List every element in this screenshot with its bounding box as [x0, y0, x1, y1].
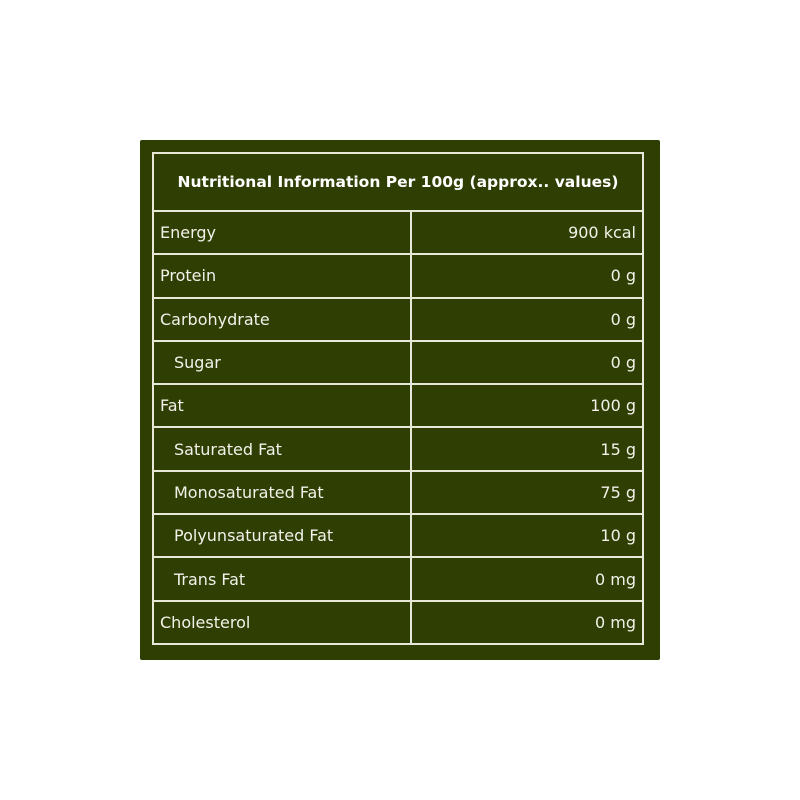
- table-row: Carbohydrate 0 g: [154, 298, 642, 342]
- nutrient-value: 0 g: [610, 309, 636, 329]
- nutrient-value: 0 g: [610, 353, 636, 373]
- nutrient-name: Trans Fat: [154, 558, 412, 600]
- nutrient-value: 900 kcal: [568, 223, 636, 243]
- nutrient-value: 15 g: [600, 439, 636, 459]
- table-row: Cholesterol 0 mg: [154, 601, 642, 643]
- nutrient-name: Polyunsaturated Fat: [154, 515, 412, 557]
- nutrient-name: Sugar: [154, 341, 412, 384]
- table-row: Energy 900 kcal: [154, 212, 642, 256]
- nutrient-name: Monosaturated Fat: [154, 471, 412, 514]
- table-row: Saturated Fat 15 g: [154, 428, 642, 472]
- table-row: Monosaturated Fat 75 g: [154, 471, 642, 516]
- nutrient-name: Energy: [154, 212, 412, 254]
- nutrition-table: Nutritional Information Per 100g (approx…: [152, 152, 644, 645]
- table-row: Polyunsaturated Fat 10 g: [154, 515, 642, 559]
- table-row: Sugar 0 g: [154, 341, 642, 386]
- table-title: Nutritional Information Per 100g (approx…: [154, 154, 642, 212]
- panel: Nutritional Information Per 100g (approx…: [140, 140, 660, 660]
- nutrient-name: Carbohydrate: [154, 298, 412, 340]
- nutrient-value: 100 g: [590, 396, 636, 416]
- table-row: Fat 100 g: [154, 385, 642, 429]
- table-row: Protein 0 g: [154, 255, 642, 299]
- nutrient-name: Protein: [154, 255, 412, 297]
- nutrient-value: 10 g: [600, 526, 636, 546]
- nutrient-value: 75 g: [600, 482, 636, 502]
- nutrient-name: Saturated Fat: [154, 428, 412, 470]
- nutrient-name: Cholesterol: [154, 601, 412, 643]
- nutrient-value: 0 mg: [594, 569, 636, 589]
- nutrient-value: 0 mg: [594, 612, 636, 632]
- table-row: Trans Fat 0 mg: [154, 558, 642, 602]
- nutrient-name: Fat: [154, 385, 412, 427]
- nutrient-value: 0 g: [610, 266, 636, 286]
